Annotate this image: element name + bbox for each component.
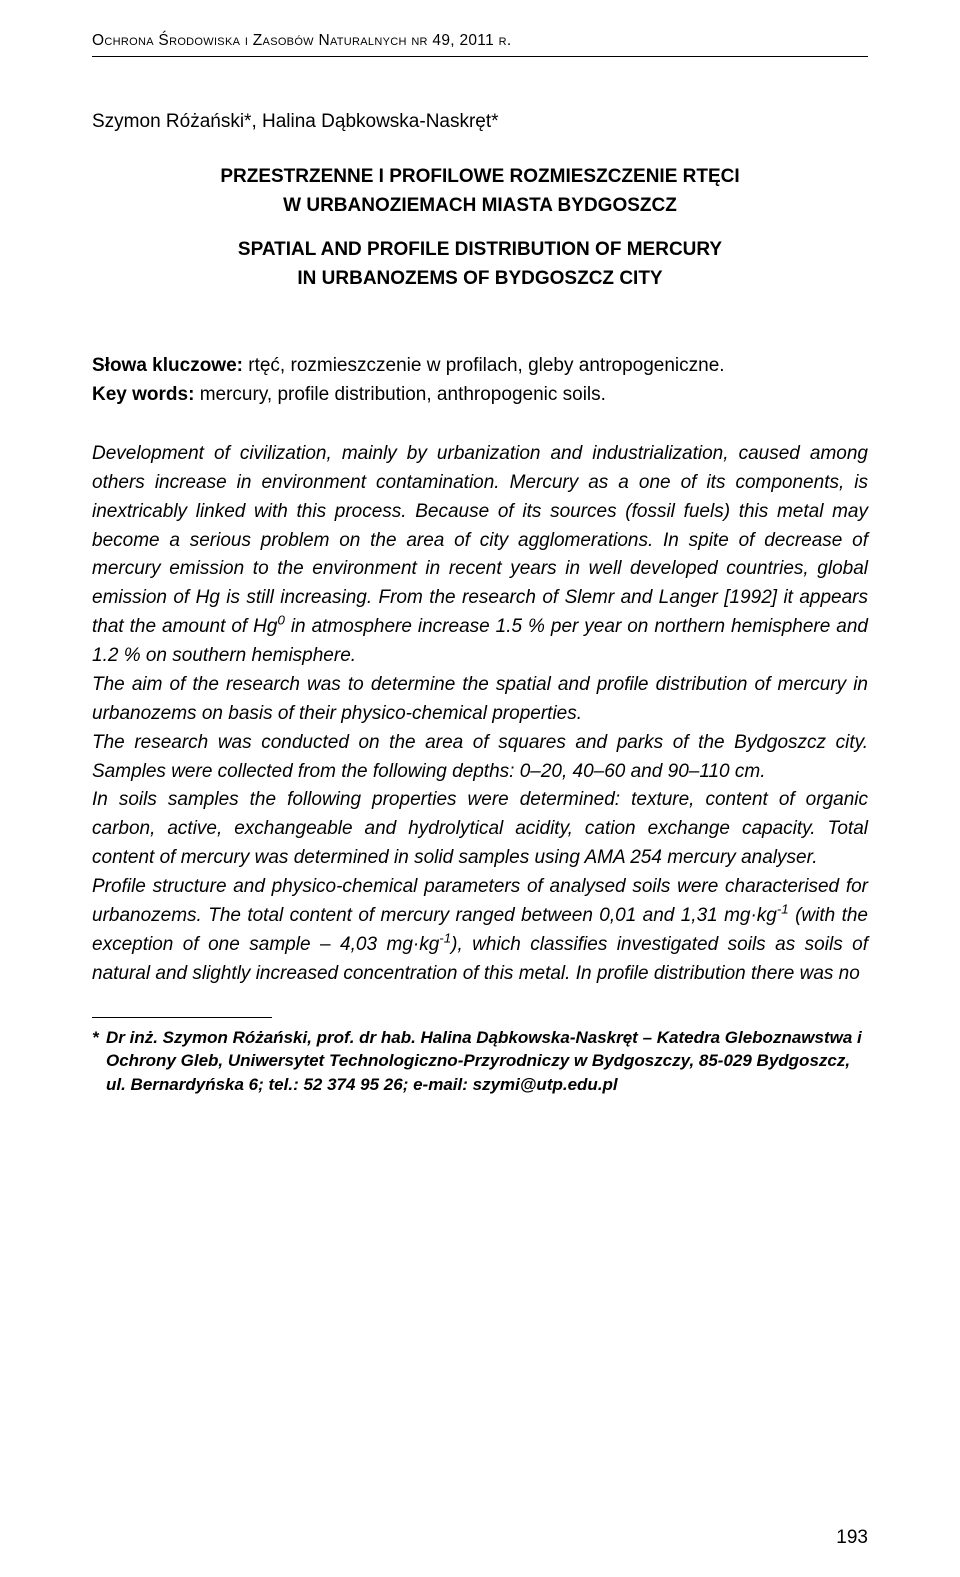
- abstract-p1: Development of civilization, mainly by u…: [92, 440, 868, 671]
- footnote-rule: [92, 1017, 272, 1018]
- keywords-pl: Słowa kluczowe: rtęć, rozmieszczenie w p…: [92, 351, 868, 380]
- keywords-pl-label: Słowa kluczowe:: [92, 355, 243, 376]
- title-english: SPATIAL AND PROFILE DISTRIBUTION OF MERC…: [92, 236, 868, 293]
- abstract-p5: Profile structure and physico-chemical p…: [92, 873, 868, 989]
- keywords-pl-text: rtęć, rozmieszczenie w profilach, gleby …: [243, 355, 725, 376]
- abstract-body: Development of civilization, mainly by u…: [92, 440, 868, 989]
- journal-header: Ochrona Środowiska i Zasobów Naturalnych…: [92, 32, 868, 50]
- page: Ochrona Środowiska i Zasobów Naturalnych…: [0, 0, 960, 1577]
- title-en-line2: IN URBANOZEMS OF BYDGOSZCZ CITY: [297, 268, 662, 289]
- footnote-star: *: [92, 1026, 99, 1050]
- footnote-text: Dr inż. Szymon Różański, prof. dr hab. H…: [106, 1028, 862, 1095]
- abstract-p3: The research was conducted on the area o…: [92, 729, 868, 787]
- authors-line: Szymon Różański*, Halina Dąbkowska-Naskr…: [92, 111, 868, 133]
- title-polish: PRZESTRZENNE I PROFILOWE ROZMIESZCZENIE …: [92, 163, 868, 220]
- abstract-p4: In soils samples the following propertie…: [92, 786, 868, 873]
- superscript-minus1b: -1: [439, 930, 451, 945]
- footnote: * Dr inż. Szymon Różański, prof. dr hab.…: [92, 1026, 868, 1097]
- title-en-line1: SPATIAL AND PROFILE DISTRIBUTION OF MERC…: [238, 239, 722, 260]
- superscript-minus1a: -1: [777, 902, 789, 917]
- header-rule: [92, 56, 868, 57]
- keywords-en-label: Key words:: [92, 384, 194, 405]
- page-number: 193: [836, 1527, 868, 1549]
- keywords-en-text: mercury, profile distribution, anthropog…: [194, 384, 606, 405]
- abstract-p2: The aim of the research was to determine…: [92, 671, 868, 729]
- abstract-p1a: Development of civilization, mainly by u…: [92, 443, 868, 637]
- superscript-zero: 0: [277, 613, 284, 628]
- title-pl-line2: W URBANOZIEMACH MIASTA BYDGOSZCZ: [283, 195, 677, 216]
- title-pl-line1: PRZESTRZENNE I PROFILOWE ROZMIESZCZENIE …: [220, 166, 739, 187]
- keywords-en: Key words: mercury, profile distribution…: [92, 380, 868, 409]
- abstract-p5a: Profile structure and physico-chemical p…: [92, 876, 868, 926]
- keywords-block: Słowa kluczowe: rtęć, rozmieszczenie w p…: [92, 351, 868, 410]
